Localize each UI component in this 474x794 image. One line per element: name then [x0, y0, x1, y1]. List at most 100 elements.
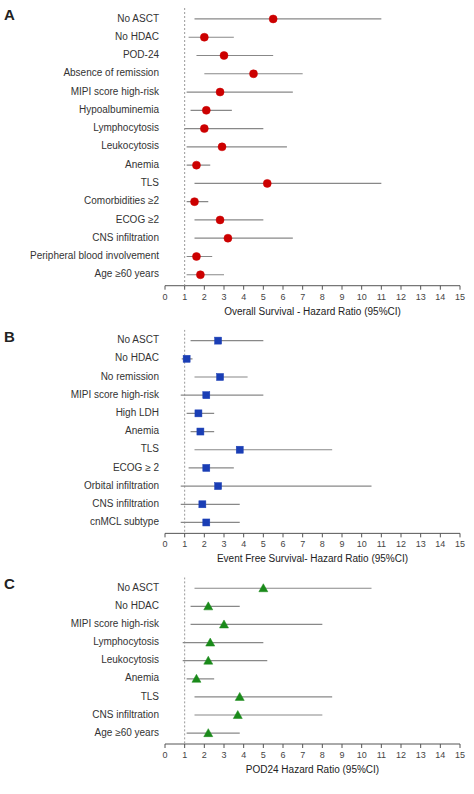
- category-label: Lymphocytosis: [93, 122, 159, 133]
- x-tick-label: 15: [455, 292, 465, 302]
- x-tick: [401, 533, 402, 537]
- hazard-ratio-point: [203, 464, 210, 471]
- x-tick-label: 11: [377, 539, 386, 549]
- confidence-interval: [187, 146, 287, 147]
- x-tick: [283, 533, 284, 537]
- hazard-ratio-point: [217, 373, 224, 380]
- category-label: CNS infiltration: [92, 232, 159, 243]
- x-tick-label: 13: [416, 750, 426, 760]
- x-tick: [322, 286, 323, 290]
- plot-area: [183, 577, 372, 744]
- x-tick: [420, 533, 421, 537]
- x-tick-label: 1: [182, 292, 187, 302]
- x-tick: [322, 533, 323, 537]
- x-tick: [401, 744, 402, 748]
- category-label: No HDAC: [115, 31, 159, 42]
- hazard-ratio-point: [203, 519, 210, 526]
- confidence-interval: [187, 91, 293, 92]
- category-label: MIPI score high-risk: [71, 86, 160, 97]
- category-label: Hypoalbuminemia: [79, 104, 159, 115]
- x-axis-label: Event Free Survival- Hazard Ratio (95%CI…: [217, 553, 408, 564]
- confidence-interval: [195, 219, 264, 220]
- x-tick: [381, 286, 382, 290]
- category-label: Anemia: [125, 425, 159, 436]
- confidence-interval: [191, 624, 323, 625]
- hazard-ratio-point: [269, 15, 277, 23]
- category-label: No remission: [101, 371, 159, 382]
- hazard-ratio-point: [183, 355, 190, 362]
- x-tick: [440, 744, 441, 748]
- x-tick: [440, 533, 441, 537]
- confidence-interval: [181, 522, 240, 523]
- category-label: POD-24: [123, 49, 160, 60]
- x-tick: [165, 533, 166, 537]
- x-tick-label: 8: [320, 750, 325, 760]
- hazard-ratio-point: [204, 729, 213, 737]
- x-tick-label: 9: [339, 750, 344, 760]
- plot-area: [185, 8, 382, 286]
- hazard-ratio-point: [215, 337, 222, 344]
- x-tick: [420, 286, 421, 290]
- category-label: MIPI score high-risk: [71, 389, 160, 400]
- x-tick: [283, 744, 284, 748]
- x-tick-label: 12: [396, 292, 406, 302]
- confidence-interval: [191, 110, 232, 111]
- hazard-ratio-point: [250, 70, 258, 78]
- x-tick: [420, 744, 421, 748]
- confidence-interval: [195, 238, 293, 239]
- panel-title: B: [4, 328, 15, 345]
- x-tick-label: 2: [202, 539, 207, 549]
- x-tick-label: 10: [357, 539, 367, 549]
- x-tick: [302, 286, 303, 290]
- hazard-ratio-point: [216, 216, 224, 224]
- category-label: Orbital infiltration: [84, 480, 159, 491]
- category-label: Absence of remission: [63, 67, 159, 78]
- x-tick-label: 13: [416, 539, 426, 549]
- confidence-interval: [195, 714, 323, 715]
- category-label: No ASCT: [117, 334, 159, 345]
- x-tick-label: 12: [396, 750, 406, 760]
- x-tick-label: 7: [300, 750, 305, 760]
- hazard-ratio-point: [204, 656, 213, 664]
- x-tick-label: 5: [261, 750, 266, 760]
- category-label: TLS: [141, 177, 160, 188]
- category-label: MIPI score high-risk: [71, 618, 160, 629]
- x-tick: [263, 533, 264, 537]
- x-tick: [184, 744, 185, 748]
- x-tick: [165, 286, 166, 290]
- hazard-ratio-point: [215, 483, 222, 490]
- hazard-ratio-point: [200, 125, 208, 133]
- x-tick: [263, 286, 264, 290]
- confidence-interval: [181, 395, 264, 396]
- hazard-ratio-point: [202, 106, 210, 114]
- x-tick-label: 11: [377, 750, 386, 760]
- x-tick-label: 4: [241, 750, 246, 760]
- x-tick-label: 7: [300, 539, 305, 549]
- x-tick-label: 0: [162, 539, 167, 549]
- hazard-ratio-point: [203, 392, 210, 399]
- confidence-interval: [187, 678, 215, 679]
- x-tick: [401, 286, 402, 290]
- reference-line: [184, 8, 185, 286]
- x-tick-label: 6: [280, 750, 285, 760]
- x-tick-label: 0: [162, 292, 167, 302]
- x-tick: [361, 286, 362, 290]
- x-tick-label: 13: [416, 292, 426, 302]
- confidence-interval: [195, 696, 333, 697]
- x-tick: [381, 533, 382, 537]
- x-tick-label: 14: [435, 292, 445, 302]
- category-label: Age ≥60 years: [95, 727, 159, 738]
- x-tick-label: 8: [320, 292, 325, 302]
- category-label: No ASCT: [117, 13, 159, 24]
- hazard-ratio-point: [220, 620, 229, 628]
- x-tick: [302, 533, 303, 537]
- x-tick: [243, 286, 244, 290]
- x-tick-label: 4: [241, 539, 246, 549]
- confidence-interval: [189, 37, 234, 38]
- x-tick-label: 10: [357, 292, 367, 302]
- hazard-ratio-point: [233, 711, 242, 719]
- hazard-ratio-point: [192, 252, 200, 260]
- category-label: Leukocytosis: [101, 654, 159, 665]
- x-tick: [263, 744, 264, 748]
- x-tick-label: 0: [162, 750, 167, 760]
